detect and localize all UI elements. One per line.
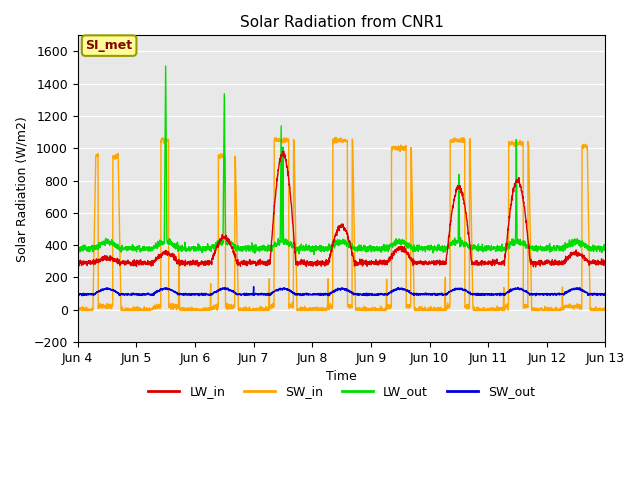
SW_out	[250, 284, 257, 289]
LW_in	[534, 260, 541, 266]
LW_out	[157, 240, 164, 246]
SW_out	[74, 291, 81, 297]
SW_out	[534, 291, 541, 297]
LW_out	[162, 63, 170, 69]
SW_out	[358, 291, 366, 297]
Legend: LW_in, SW_in, LW_out, SW_out: LW_in, SW_in, LW_out, SW_out	[143, 380, 540, 403]
SW_in	[534, 306, 541, 312]
LW_in	[532, 264, 540, 270]
LW_out	[125, 247, 132, 253]
LW_out	[191, 247, 198, 252]
Line: SW_in: SW_in	[77, 137, 605, 311]
LW_in	[74, 260, 81, 265]
LW_out	[74, 244, 81, 250]
LW_in	[157, 253, 164, 259]
LW_in	[125, 261, 132, 266]
SW_out	[266, 292, 273, 298]
SW_in	[74, 304, 81, 310]
SW_out	[157, 287, 164, 292]
SW_in	[191, 307, 198, 313]
SW_out	[602, 291, 609, 297]
Y-axis label: Solar Radiation (W/m2): Solar Radiation (W/m2)	[15, 116, 28, 262]
SW_in	[332, 134, 340, 140]
Line: SW_out: SW_out	[77, 287, 605, 296]
SW_in	[157, 304, 164, 310]
Line: LW_in: LW_in	[77, 151, 605, 267]
LW_in	[266, 260, 273, 265]
LW_in	[358, 262, 366, 268]
X-axis label: Time: Time	[326, 370, 357, 383]
LW_out	[310, 252, 318, 257]
LW_out	[602, 248, 609, 253]
LW_in	[280, 148, 287, 154]
Line: LW_out: LW_out	[77, 66, 605, 254]
SW_in	[602, 308, 609, 313]
LW_out	[534, 244, 541, 250]
SW_in	[358, 306, 366, 312]
Text: SI_met: SI_met	[86, 39, 132, 52]
SW_out	[78, 293, 86, 299]
LW_out	[358, 248, 366, 253]
LW_in	[191, 261, 198, 267]
SW_in	[266, 276, 273, 282]
SW_out	[125, 291, 133, 297]
SW_out	[191, 291, 198, 297]
SW_in	[75, 308, 83, 313]
LW_in	[602, 260, 609, 265]
LW_out	[266, 246, 273, 252]
SW_in	[125, 307, 133, 312]
Title: Solar Radiation from CNR1: Solar Radiation from CNR1	[239, 15, 444, 30]
